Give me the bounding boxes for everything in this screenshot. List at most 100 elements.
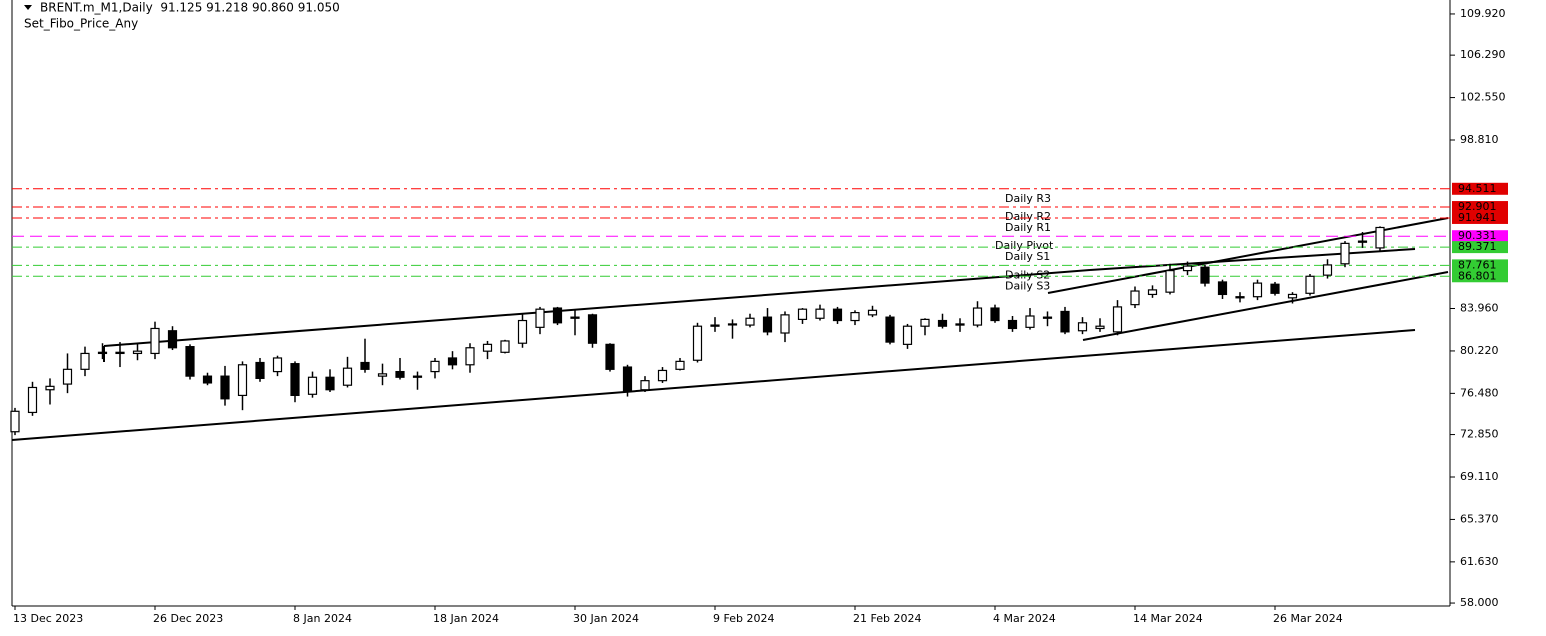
pivot-level-label: Daily R2 <box>1005 210 1051 223</box>
candle-body <box>657 369 668 382</box>
candle-body <box>832 308 843 322</box>
candle-body <box>1322 264 1333 276</box>
candle-body <box>745 317 755 326</box>
candle-body <box>640 380 650 391</box>
candle-body <box>465 347 475 366</box>
candle-body <box>780 314 790 334</box>
x-tick-label: 21 Feb 2024 <box>853 612 921 625</box>
candle-body <box>622 366 633 392</box>
candle-body <box>27 386 38 414</box>
price-label: 94.511 <box>1458 182 1497 195</box>
pivot-level-label: Daily S3 <box>1005 279 1050 292</box>
candle-body <box>920 318 930 327</box>
chart-title: BRENT.m_M1,Daily 91.125 91.218 90.860 91… <box>40 1 340 15</box>
dropdown-icon <box>24 5 32 10</box>
candle-body <box>815 308 825 319</box>
trendline <box>11 329 1416 441</box>
candle-body <box>1147 289 1158 296</box>
price-label-box <box>1452 259 1508 272</box>
x-tick-label: 26 Dec 2023 <box>153 612 223 625</box>
candle-body <box>1340 242 1350 265</box>
candle-body <box>1060 310 1070 333</box>
y-tick-label: 58.000 <box>1460 596 1499 609</box>
candle-body <box>237 364 248 397</box>
candle-body <box>797 308 808 320</box>
y-tick-label: 69.110 <box>1460 470 1499 483</box>
price-label-box <box>1452 211 1508 224</box>
x-tick-label: 4 Mar 2024 <box>993 612 1056 625</box>
candle-body <box>587 314 598 344</box>
candle-body <box>1375 226 1385 249</box>
price-label: 91.941 <box>1458 211 1497 224</box>
candle-body <box>482 343 493 352</box>
candle-body <box>1252 282 1263 298</box>
candle-body <box>290 363 300 397</box>
candle-body <box>972 307 983 326</box>
candle-body <box>500 340 510 353</box>
x-tick-label: 9 Feb 2024 <box>713 612 774 625</box>
y-tick-label: 72.850 <box>1460 428 1499 441</box>
x-tick-label: 13 Dec 2023 <box>13 612 83 625</box>
candle-body <box>1217 281 1228 296</box>
candle-body <box>447 357 458 366</box>
candle-body <box>80 352 90 370</box>
candle-body <box>412 375 423 378</box>
candle-body <box>1025 315 1035 328</box>
candle-body <box>220 375 230 400</box>
candle-body <box>325 376 335 391</box>
candle-body <box>342 367 353 386</box>
y-tick-label: 83.960 <box>1460 302 1499 315</box>
candle-body <box>202 375 213 384</box>
candle-body <box>1200 266 1210 284</box>
candle-body <box>150 327 160 355</box>
price-label: 86.801 <box>1458 269 1497 282</box>
price-label: 87.761 <box>1458 258 1497 271</box>
candle-body <box>430 360 440 373</box>
candle-body <box>570 316 580 319</box>
y-tick-label: 102.550 <box>1460 91 1506 104</box>
trendline <box>1089 248 1416 271</box>
trendline <box>1082 271 1449 341</box>
pivot-level-label: Daily S2 <box>1005 268 1050 281</box>
candle-body <box>307 376 318 395</box>
candle-body <box>867 309 878 316</box>
candle-body <box>1357 240 1368 243</box>
price-label-box <box>1452 230 1508 243</box>
candle-body <box>45 385 55 391</box>
candle-body <box>62 368 73 385</box>
candle-body <box>97 351 108 355</box>
candle-body <box>1042 316 1053 319</box>
price-label-box <box>1452 182 1508 195</box>
trendlines <box>11 217 1449 441</box>
candle-body <box>167 330 178 349</box>
candle-body <box>692 325 703 361</box>
candle-body <box>132 350 143 355</box>
y-tick-label: 80.220 <box>1460 344 1499 357</box>
candle-body <box>1130 290 1140 306</box>
candle-body <box>937 319 948 327</box>
candle-body <box>990 307 1000 322</box>
price-label-box <box>1452 241 1508 254</box>
candle-body <box>1235 296 1245 299</box>
price-label: 90.331 <box>1458 229 1497 242</box>
candle-body <box>272 357 283 373</box>
candle-body <box>675 360 685 370</box>
candle-body <box>1112 306 1123 333</box>
candle-body <box>1182 265 1193 272</box>
candle-body <box>10 410 20 433</box>
price-label: 92.901 <box>1458 200 1497 213</box>
candle-body <box>955 323 965 326</box>
candle-body <box>185 346 195 377</box>
pivot-level-label: Daily R1 <box>1005 221 1051 234</box>
y-tick-label: 65.370 <box>1460 512 1499 525</box>
candle-body <box>710 324 720 327</box>
pivot-level-label: Daily S1 <box>1005 250 1050 263</box>
candle-body <box>1077 322 1088 332</box>
candle-body <box>885 316 895 343</box>
candle-body <box>115 351 125 355</box>
candle-body <box>1287 293 1298 299</box>
trendline <box>103 269 1091 347</box>
candle-body <box>1165 270 1175 293</box>
